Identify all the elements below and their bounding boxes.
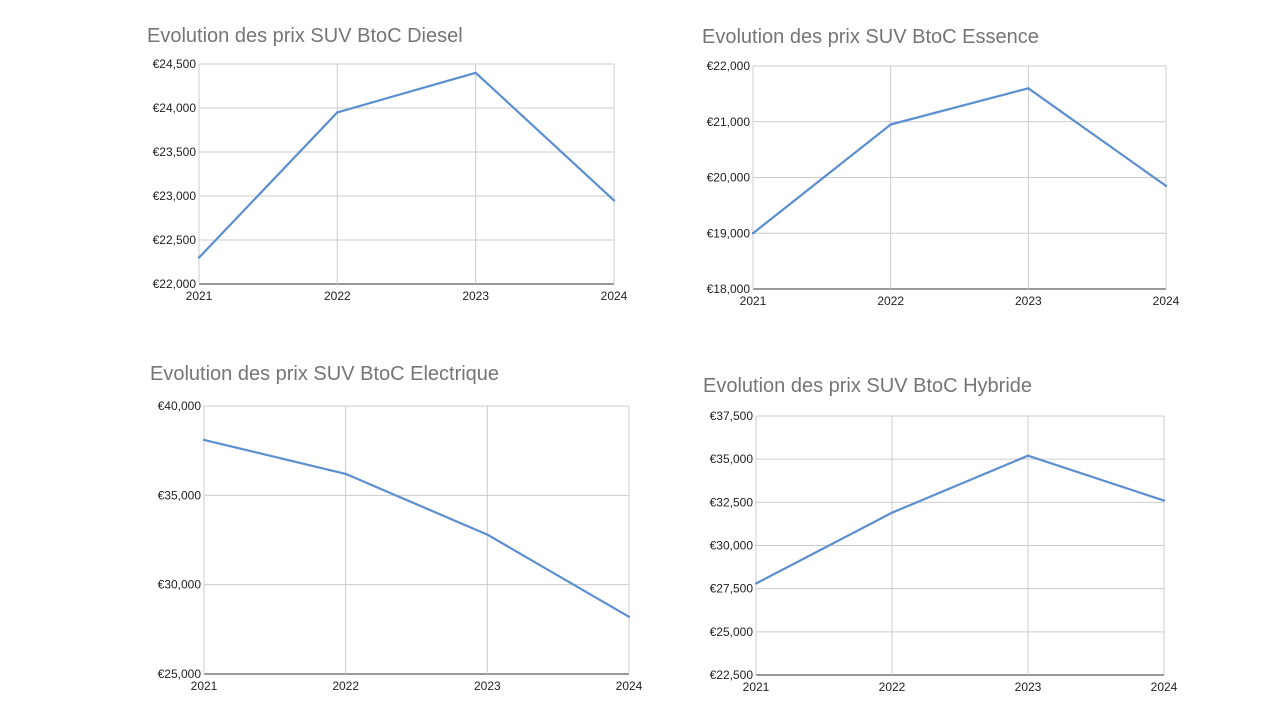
x-tick-label: 2021 [186,289,213,303]
series-line [203,438,630,618]
data-point [1162,499,1166,502]
data-point [627,615,631,619]
y-tick-label: €22,500 [153,233,197,247]
y-tick-label: €25,000 [710,625,754,639]
data-point [1164,184,1168,188]
x-tick-label: 2024 [601,289,628,303]
y-tick-label: €35,000 [710,452,754,466]
x-tick-label: 2021 [191,679,218,693]
data-point [754,582,758,585]
y-tick-label: €24,500 [153,57,197,71]
y-tick-label: €21,000 [707,115,751,129]
data-point [751,232,755,235]
y-tick-label: €22,000 [153,277,197,291]
series-line [752,87,1167,235]
data-point [344,472,347,476]
x-tick-label: 2024 [1153,294,1180,308]
data-point [890,511,894,514]
data-point [197,256,201,259]
chart-title: Evolution des prix SUV BtoC Hybride [703,375,1033,397]
data-point [612,199,616,202]
x-tick-label: 2024 [616,679,643,693]
x-tick-label: 2023 [1015,680,1042,694]
y-tick-label: €30,000 [158,578,202,592]
y-tick-label: €19,000 [707,226,751,240]
y-tick-label: €40,000 [158,399,202,413]
data-point [202,438,206,442]
x-tick-label: 2021 [740,294,767,308]
chart-title: Evolution des prix SUV BtoC Diesel [147,25,463,47]
y-tick-label: €24,000 [153,101,197,115]
x-tick-label: 2021 [743,680,770,694]
x-tick-label: 2022 [332,679,359,693]
data-point [889,123,892,126]
data-point [486,533,489,536]
y-tick-label: €22,500 [710,668,754,682]
data-point [1027,87,1030,90]
x-tick-label: 2023 [474,679,501,693]
y-tick-label: €18,000 [707,282,751,296]
x-tick-label: 2023 [1015,294,1042,308]
x-tick-label: 2022 [877,294,904,308]
series-line [755,454,1165,585]
y-tick-label: €27,500 [710,582,754,596]
y-tick-label: €32,500 [710,495,754,509]
y-tick-label: €35,000 [158,488,202,502]
x-tick-label: 2024 [1151,680,1178,694]
x-tick-label: 2022 [879,680,906,694]
y-tick-label: €22,000 [707,59,751,73]
y-tick-label: €20,000 [707,171,751,185]
data-point [1026,454,1030,457]
y-tick-label: €37,500 [710,409,754,423]
y-tick-label: €25,000 [158,667,202,681]
x-tick-label: 2022 [324,289,351,303]
data-point [474,71,477,75]
y-tick-label: €23,000 [153,189,197,203]
chart-title: Evolution des prix SUV BtoC Essence [702,26,1039,48]
series-line [198,71,615,259]
data-point [336,111,339,114]
x-tick-label: 2023 [462,289,489,303]
y-tick-label: €23,500 [153,145,197,159]
y-tick-label: €30,000 [710,539,754,553]
chart-title: Evolution des prix SUV BtoC Electrique [150,363,500,385]
